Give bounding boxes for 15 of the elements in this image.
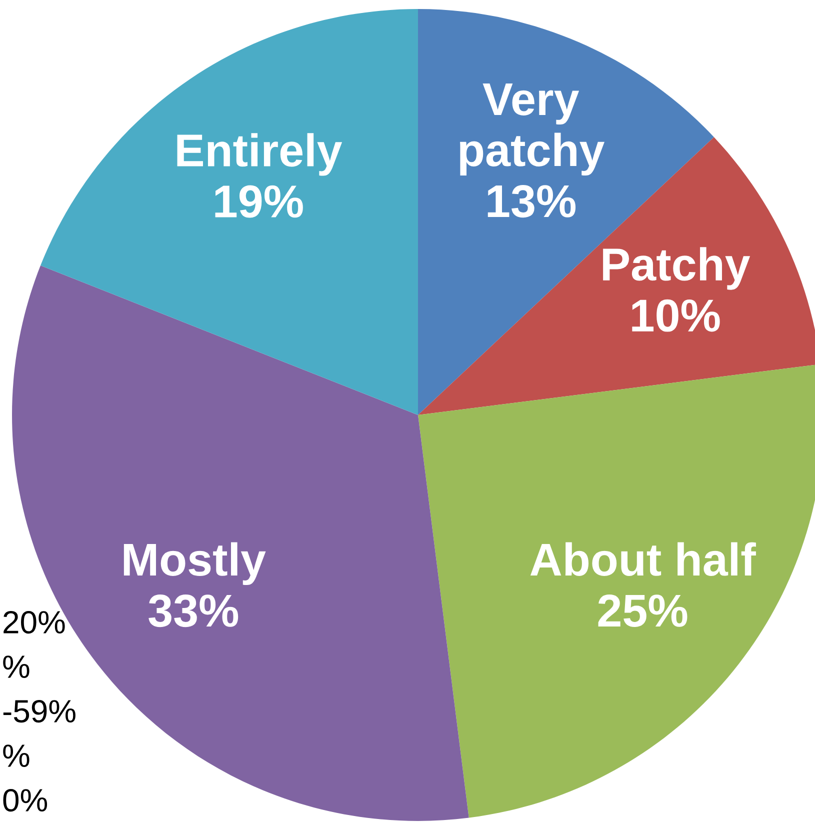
text: %	[3, 656, 30, 678]
data-label: 10%	[632, 299, 720, 332]
data-label: 33%	[148, 594, 238, 628]
text: -59%	[3, 700, 76, 723]
slice-label: Mostly	[124, 542, 266, 586]
slice-label: Entirely	[177, 133, 342, 176]
data-label: 19%	[215, 185, 303, 218]
data-label: 25%	[598, 594, 688, 628]
slice-label: About half	[530, 542, 756, 576]
text: 20%	[4, 610, 65, 634]
data-label: 13%	[488, 185, 576, 218]
text: %	[3, 744, 30, 767]
slice-label: Very patchy	[460, 83, 604, 176]
slice-label: Patchy	[603, 247, 750, 290]
text: 0%	[3, 788, 48, 812]
